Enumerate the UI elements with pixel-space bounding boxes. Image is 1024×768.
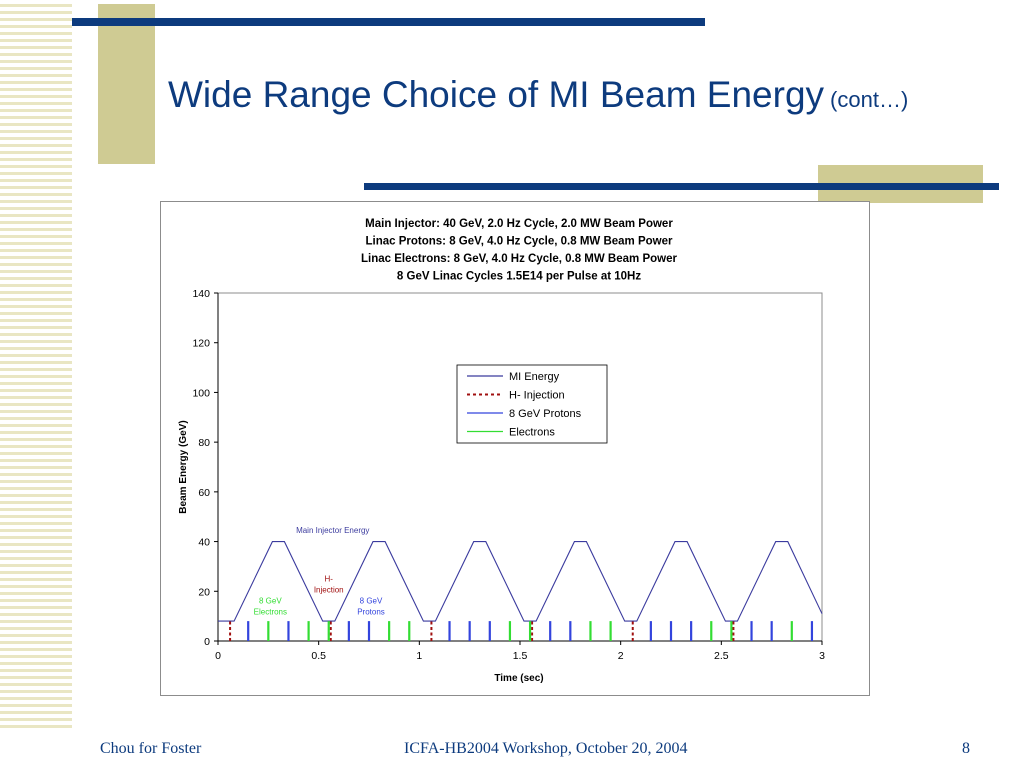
series-line-mi-energy (218, 541, 823, 622)
chart-annotation: Protons (357, 608, 385, 617)
chart-annotation: Injection (314, 585, 344, 594)
chart-legend (456, 364, 608, 444)
slide-title-suffix: (cont…) (830, 87, 909, 112)
x-tick-label: 1 (416, 650, 422, 662)
x-tick-label: 2.5 (714, 650, 729, 662)
y-axis-label: Beam Energy (GeV) (178, 420, 189, 513)
legend-label: Electrons (509, 427, 555, 439)
beam-energy-chart: Main Injector: 40 GeV, 2.0 Hz Cycle, 2.0… (178, 218, 825, 684)
x-tick-label: 1.5 (513, 650, 528, 662)
x-tick-label: 3 (819, 650, 825, 662)
x-tick-label: 0 (215, 650, 221, 662)
y-tick-label: 60 (198, 487, 210, 499)
y-tick-label: 0 (204, 636, 210, 648)
chart-title-line: Linac Electrons: 8 GeV, 4.0 Hz Cycle, 0.… (361, 253, 677, 265)
chart-title-line: 8 GeV Linac Cycles 1.5E14 per Pulse at 1… (397, 271, 641, 283)
title-accent-block (98, 4, 155, 164)
y-tick-label: 20 (198, 586, 210, 598)
legend-label: H- Injection (509, 390, 565, 402)
title-accent-bar (72, 18, 705, 26)
x-tick-label: 2 (618, 650, 624, 662)
y-tick-label: 40 (198, 537, 210, 549)
page-number: 8 (962, 740, 970, 757)
chart-title-line: Linac Protons: 8 GeV, 4.0 Hz Cycle, 0.8 … (366, 236, 674, 248)
chart-annotation: 8 GeV (259, 597, 282, 606)
slide-title: Wide Range Choice of MI Beam Energy (cont… (168, 74, 908, 116)
chart-annotation: H- (325, 574, 334, 583)
x-axis-label: Time (sec) (494, 673, 543, 684)
chart-frame: Main Injector: 40 GeV, 2.0 Hz Cycle, 2.0… (160, 201, 870, 696)
legend-label: MI Energy (509, 371, 560, 383)
y-tick-label: 100 (192, 387, 210, 399)
legend-label: 8 GeV Protons (509, 408, 582, 420)
chart-title-line: Main Injector: 40 GeV, 2.0 Hz Cycle, 2.0… (365, 218, 673, 230)
decorative-stripes (0, 0, 72, 728)
footer-author: Chou for Foster (100, 740, 202, 757)
y-tick-label: 80 (198, 437, 210, 449)
slide-title-main: Wide Range Choice of MI Beam Energy (168, 74, 825, 115)
footer-event: ICFA-HB2004 Workshop, October 20, 2004 (404, 740, 688, 757)
lower-accent-bar (364, 183, 999, 190)
chart-annotation: Electrons (254, 608, 287, 617)
chart-annotation: 8 GeV (360, 597, 383, 606)
y-tick-label: 140 (192, 288, 210, 300)
plot-area (217, 292, 823, 642)
x-tick-label: 0.5 (311, 650, 326, 662)
y-tick-label: 120 (192, 338, 210, 350)
chart-annotation: Main Injector Energy (296, 526, 369, 535)
